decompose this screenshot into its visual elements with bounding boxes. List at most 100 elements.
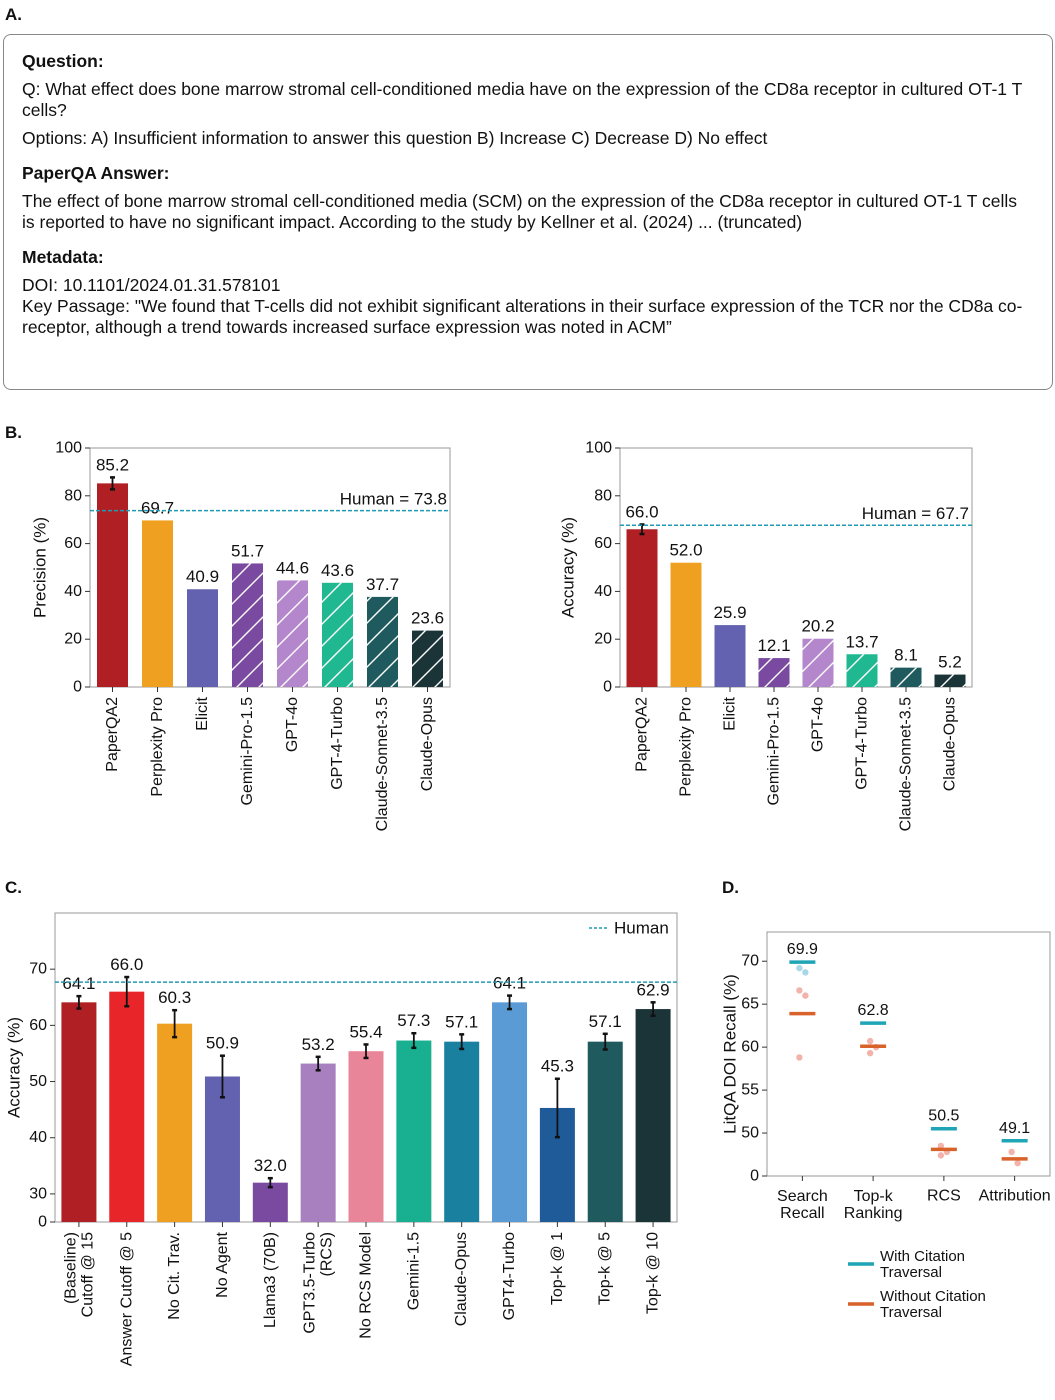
y-tick-label: 80 [594, 487, 612, 504]
y-tick-label: 70 [29, 961, 47, 978]
value-label: 45.3 [541, 1057, 574, 1076]
x-tick-label: Perplexity Pro [149, 697, 166, 797]
bar-hatch [846, 654, 878, 687]
value-label: 62.8 [858, 1002, 889, 1019]
bar [492, 1002, 528, 1222]
bar [204, 1076, 240, 1222]
value-label: 53.2 [302, 1035, 335, 1054]
bar [444, 1041, 480, 1222]
x-tick-label: Claude-Opus [942, 697, 959, 791]
x-tick-label: Top-k @ 1 [549, 1232, 566, 1305]
x-tick-label: GPT-4o [284, 697, 301, 752]
heading: Metadata: [22, 247, 104, 267]
heading: Question: [22, 51, 104, 71]
value-label: 57.1 [589, 1012, 622, 1031]
x-tick-label: No Cit. Trav. [166, 1232, 183, 1320]
x-tick-label: Claude-Sonnet-3.5 [898, 697, 915, 831]
y-tick-label: 100 [585, 440, 612, 457]
value-label: 60.3 [158, 988, 191, 1007]
bar [396, 1040, 432, 1222]
point [802, 992, 809, 999]
panel-label: D. [722, 878, 739, 897]
value-label: 51.7 [231, 541, 264, 560]
x-tick-label: GPT-4-Turbo [329, 697, 346, 790]
point [937, 1142, 945, 1150]
legend-label: Human [614, 919, 669, 938]
bar-hatch [934, 674, 966, 687]
value-label: 62.9 [637, 980, 670, 999]
y-tick-label: 60 [594, 535, 612, 552]
point [1014, 1159, 1021, 1167]
x-tick-label: No Agent [214, 1231, 231, 1297]
y-tick-label: 100 [55, 440, 82, 457]
bar [187, 589, 218, 687]
x-tick-label: Elicit [722, 696, 739, 730]
panel-label: C. [5, 878, 22, 897]
bar-hatch [890, 667, 922, 687]
x-tick-label: Claude-Sonnet-3.5 [374, 697, 391, 831]
y-tick-label: 60 [64, 535, 82, 552]
bar [348, 1051, 384, 1222]
value-label: 40.9 [186, 567, 219, 586]
y-tick-label: 50 [29, 1073, 47, 1090]
y-axis-label: Precision (%) [31, 517, 50, 618]
x-tick-label: GPT4-Turbo [501, 1232, 518, 1320]
value-label: 66.0 [110, 955, 143, 974]
y-tick-label: 80 [64, 487, 82, 504]
y-tick-label: 20 [594, 631, 612, 648]
y-tick-label: 20 [64, 631, 82, 648]
value-label: 64.1 [62, 974, 95, 993]
value-label: 64.1 [493, 974, 526, 993]
bar-hatch [412, 630, 443, 687]
y-tick-label: 60 [741, 1039, 759, 1056]
y-tick-label: 0 [603, 679, 612, 696]
y-tick-label: 0 [73, 679, 82, 696]
point [866, 1037, 874, 1045]
bar [157, 1023, 193, 1222]
x-tick-label: Gemini-1.5 [405, 1232, 422, 1310]
legend-label: With Citation Traversal [880, 1248, 965, 1281]
point [802, 969, 809, 976]
bar-hatch [802, 638, 834, 687]
example-box: Question: Q: What effect does bone marro… [3, 34, 1053, 390]
x-tick-label: GPT-4-Turbo [854, 697, 871, 790]
point [866, 1049, 874, 1057]
y-tick-label: 30 [29, 1185, 47, 1202]
reference-label: Human = 73.8 [340, 490, 447, 509]
value-label: 55.4 [349, 1022, 382, 1041]
panel-label: A. [5, 5, 22, 24]
bar [635, 1009, 671, 1222]
value-label: 66.0 [625, 502, 658, 521]
options: Options: A) Insufficient information to … [22, 128, 768, 148]
answer: The effect of bone marrow stromal cell-c… [22, 191, 1018, 232]
y-axis-label: Accuracy (%) [5, 1017, 24, 1118]
legend-label: Without Citation Traversal [880, 1288, 986, 1321]
value-label: 52.0 [669, 541, 702, 560]
bar [109, 991, 145, 1222]
x-tick-label: Claude-Opus [419, 697, 436, 791]
key-passage: Key Passage: "We found that T-cells did … [22, 296, 1023, 337]
bar [626, 529, 658, 687]
y-tick-label: 50 [741, 1125, 759, 1142]
y-tick-label: 0 [750, 1168, 759, 1185]
x-tick-label: Top-k Ranking [844, 1188, 903, 1222]
value-label: 57.1 [445, 1012, 478, 1031]
bar [252, 1182, 288, 1222]
value-label: 23.6 [411, 609, 444, 628]
y-tick-label: 65 [741, 996, 759, 1013]
plot-frame [619, 447, 973, 688]
x-tick-label: Elicit [194, 696, 211, 730]
bar-hatch [322, 582, 353, 687]
plot-frame [766, 931, 1051, 1177]
point [796, 1054, 803, 1061]
plot-frame [89, 447, 451, 688]
bar [97, 483, 128, 687]
value-label: 50.5 [928, 1108, 959, 1125]
value-label: 8.1 [894, 646, 918, 665]
x-tick-label: PaperQA2 [634, 697, 651, 772]
bar-hatch [367, 596, 398, 687]
point [796, 964, 803, 972]
y-tick-label: 0 [38, 1214, 47, 1231]
x-tick-label: Answer Cutoff @ 5 [118, 1232, 135, 1366]
bar-hatch [758, 658, 790, 687]
